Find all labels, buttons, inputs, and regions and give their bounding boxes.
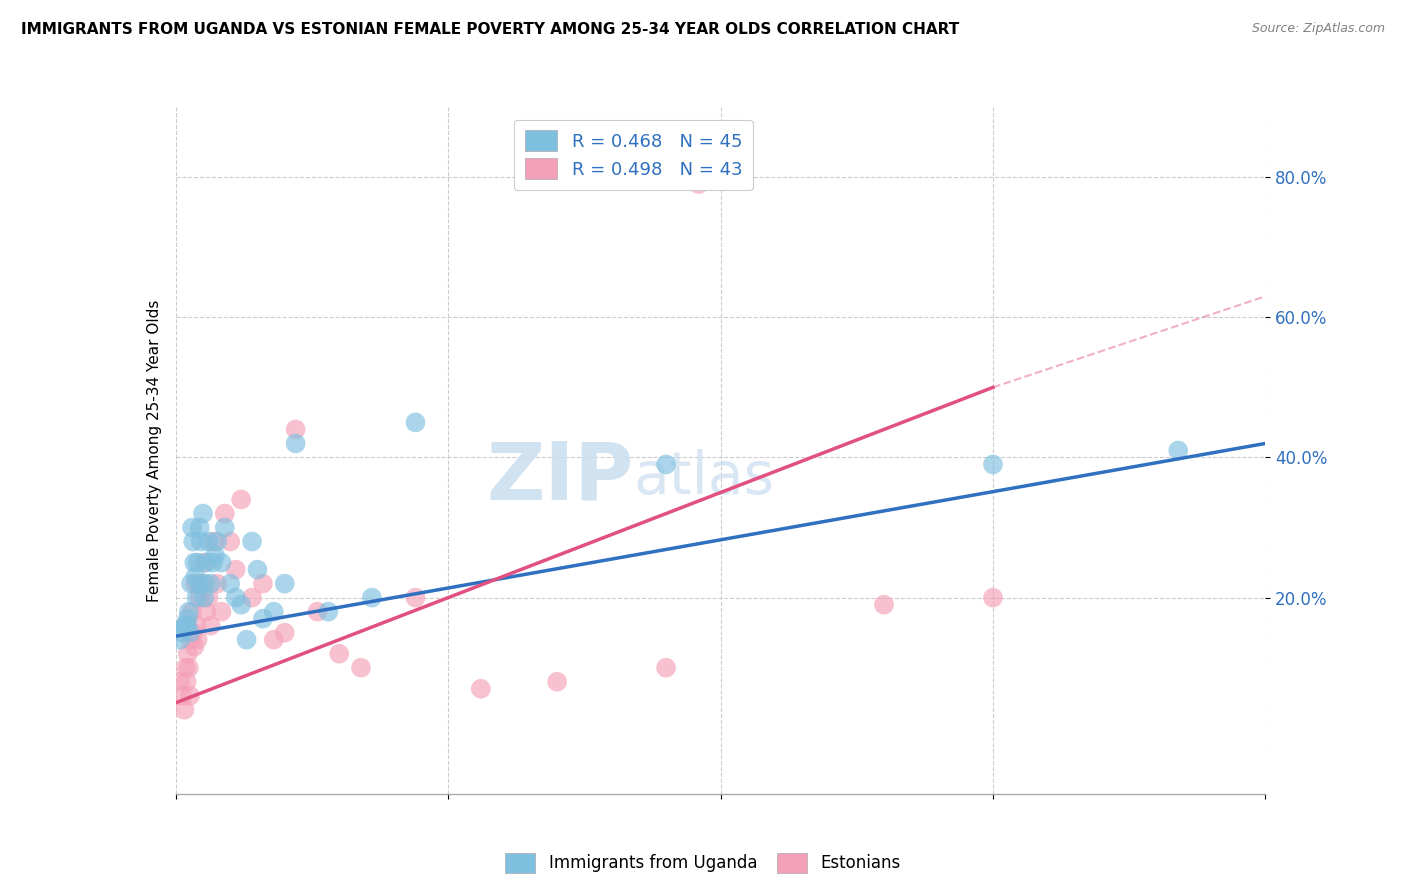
Point (205, 534, 228, 549)
Text: atlas: atlas (633, 450, 775, 507)
Point (546, 674, 568, 689)
Point (328, 647, 350, 661)
Point (181, 520, 204, 534)
Point (191, 576, 214, 591)
Point (361, 591, 384, 605)
Point (211, 556, 233, 570)
Point (307, 605, 329, 619)
Point (186, 632, 209, 647)
Point (184, 576, 207, 591)
Point (174, 661, 197, 675)
Point (177, 661, 200, 675)
Point (284, 436, 307, 450)
Point (231, 598, 253, 612)
Point (405, 416, 427, 430)
Point (200, 618, 222, 632)
Point (214, 507, 236, 521)
Point (177, 612, 200, 626)
Point (318, 605, 340, 619)
Point (240, 534, 263, 549)
Point (219, 534, 242, 549)
Point (205, 576, 228, 591)
Point (195, 556, 218, 570)
Y-axis label: Female Poverty Among 25-34 Year Olds: Female Poverty Among 25-34 Year Olds (146, 300, 162, 601)
Point (202, 534, 225, 549)
Point (188, 591, 211, 605)
Point (405, 591, 427, 605)
Point (350, 661, 373, 675)
Point (186, 618, 208, 632)
Point (284, 422, 307, 436)
Point (200, 576, 222, 591)
Point (225, 563, 247, 577)
Point (177, 605, 200, 619)
Text: IMMIGRANTS FROM UGANDA VS ESTONIAN FEMALE POVERTY AMONG 25-34 YEAR OLDS CORRELAT: IMMIGRANTS FROM UGANDA VS ESTONIAN FEMAL… (21, 22, 959, 37)
Point (180, 632, 202, 647)
Point (169, 674, 191, 689)
Point (211, 605, 233, 619)
Point (180, 576, 202, 591)
Point (179, 625, 201, 640)
Point (197, 591, 219, 605)
Point (688, 177, 710, 191)
Point (197, 534, 219, 549)
Point (193, 591, 215, 605)
Point (174, 618, 197, 632)
Point (169, 632, 191, 647)
Point (173, 618, 195, 632)
Legend: R = 0.468   N = 45, R = 0.498   N = 43: R = 0.468 N = 45, R = 0.498 N = 43 (513, 120, 754, 190)
Point (184, 569, 207, 583)
Point (1167, 443, 1189, 458)
Point (176, 674, 198, 689)
Point (981, 591, 1004, 605)
Point (214, 520, 236, 534)
Point (274, 625, 297, 640)
Text: ZIP: ZIP (486, 439, 633, 517)
Point (193, 556, 215, 570)
Point (190, 534, 212, 549)
Text: Source: ZipAtlas.com: Source: ZipAtlas.com (1251, 22, 1385, 36)
Point (470, 681, 492, 696)
Point (231, 492, 253, 507)
Point (873, 598, 896, 612)
Point (201, 556, 224, 570)
Point (252, 576, 274, 591)
Point (172, 689, 194, 703)
Point (252, 612, 274, 626)
Point (186, 556, 209, 570)
Point (179, 689, 201, 703)
Point (191, 507, 214, 521)
Point (263, 605, 285, 619)
Point (655, 661, 678, 675)
Point (981, 458, 1004, 472)
Point (235, 632, 257, 647)
Point (176, 618, 198, 632)
Point (194, 576, 217, 591)
Point (219, 576, 242, 591)
Point (183, 556, 205, 570)
Legend: Immigrants from Uganda, Estonians: Immigrants from Uganda, Estonians (499, 847, 907, 880)
Point (177, 647, 200, 661)
Point (195, 605, 218, 619)
Point (246, 563, 269, 577)
Point (187, 576, 209, 591)
Point (655, 458, 678, 472)
Point (225, 591, 247, 605)
Point (188, 520, 211, 534)
Point (274, 576, 297, 591)
Point (172, 625, 194, 640)
Point (204, 549, 226, 563)
Point (173, 703, 195, 717)
Point (240, 591, 263, 605)
Point (183, 640, 205, 654)
Point (263, 632, 285, 647)
Point (181, 605, 204, 619)
Point (186, 591, 208, 605)
Point (181, 534, 204, 549)
Point (181, 625, 204, 640)
